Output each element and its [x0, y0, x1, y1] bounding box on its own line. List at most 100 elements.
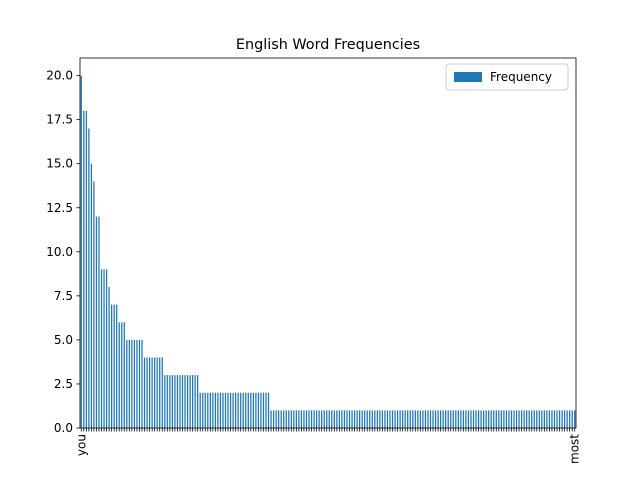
bar	[548, 410, 551, 428]
bar	[447, 410, 449, 428]
bar	[103, 269, 105, 428]
bar	[424, 410, 427, 428]
bar	[199, 392, 201, 428]
bar	[202, 392, 204, 428]
bar	[123, 322, 125, 428]
bar	[197, 375, 199, 428]
bar	[351, 410, 353, 428]
bar	[133, 339, 136, 428]
bar	[298, 410, 300, 428]
bar	[275, 410, 277, 428]
y-tick-label: 5.0	[54, 333, 73, 347]
bar	[462, 410, 465, 428]
bar	[328, 410, 330, 428]
bar	[402, 410, 404, 428]
bar	[457, 410, 459, 428]
bar	[561, 410, 563, 428]
bar	[126, 339, 128, 428]
bar	[341, 410, 343, 428]
bar	[533, 410, 535, 428]
bar	[361, 410, 363, 428]
bar	[394, 410, 396, 428]
bar	[348, 410, 351, 428]
bar	[141, 339, 143, 428]
bar	[272, 410, 275, 428]
bar	[267, 392, 270, 428]
bar	[88, 128, 90, 428]
bar	[465, 410, 467, 428]
bar	[93, 181, 95, 428]
bar	[95, 216, 98, 428]
bar	[156, 357, 158, 428]
bar	[488, 410, 490, 428]
bar	[209, 392, 211, 428]
bar	[452, 410, 454, 428]
bar	[445, 410, 447, 428]
bar	[113, 304, 115, 428]
legend-label: Frequency	[490, 70, 552, 84]
bar	[280, 410, 282, 428]
bar	[551, 410, 553, 428]
bar	[186, 375, 189, 428]
bar	[563, 410, 566, 428]
bar	[384, 410, 386, 428]
bar	[518, 410, 520, 428]
bar	[331, 410, 333, 428]
bar	[419, 410, 421, 428]
bar	[169, 375, 171, 428]
bar	[242, 392, 244, 428]
bar	[219, 392, 222, 428]
bar	[417, 410, 419, 428]
bar	[164, 375, 166, 428]
bar	[558, 410, 561, 428]
bar	[543, 410, 545, 428]
bar	[229, 392, 232, 428]
bar	[252, 392, 254, 428]
bar	[404, 410, 406, 428]
bar	[222, 392, 224, 428]
bar	[359, 410, 361, 428]
bar	[260, 392, 262, 428]
bar	[538, 410, 540, 428]
bar	[526, 410, 528, 428]
bar	[217, 392, 219, 428]
bar	[546, 410, 548, 428]
bar	[189, 375, 191, 428]
bar	[374, 410, 376, 428]
bar	[553, 410, 556, 428]
bar	[262, 392, 265, 428]
bar	[283, 410, 285, 428]
legend-swatch	[454, 72, 482, 82]
bar	[513, 410, 515, 428]
bar	[136, 339, 138, 428]
bar	[343, 410, 346, 428]
bar	[250, 392, 252, 428]
bar	[510, 410, 513, 428]
bar	[116, 304, 118, 428]
bar	[146, 357, 148, 428]
y-tick-label: 0.0	[54, 421, 73, 435]
bar	[90, 163, 93, 428]
bar	[176, 375, 179, 428]
bar	[556, 410, 558, 428]
bar	[480, 410, 482, 428]
bar	[321, 410, 323, 428]
bar	[255, 392, 257, 428]
bar	[305, 410, 308, 428]
y-tick-label: 2.5	[54, 377, 73, 391]
bar	[80, 75, 82, 428]
bar	[409, 410, 411, 428]
bar	[439, 410, 442, 428]
bar	[85, 110, 87, 428]
bar	[460, 410, 462, 428]
bar	[128, 339, 130, 428]
bar	[191, 375, 194, 428]
bar	[381, 410, 384, 428]
bar	[214, 392, 217, 428]
bar	[326, 410, 328, 428]
bar	[154, 357, 156, 428]
bar	[303, 410, 305, 428]
y-tick-label: 10.0	[46, 245, 73, 259]
bar	[536, 410, 538, 428]
bar	[278, 410, 280, 428]
